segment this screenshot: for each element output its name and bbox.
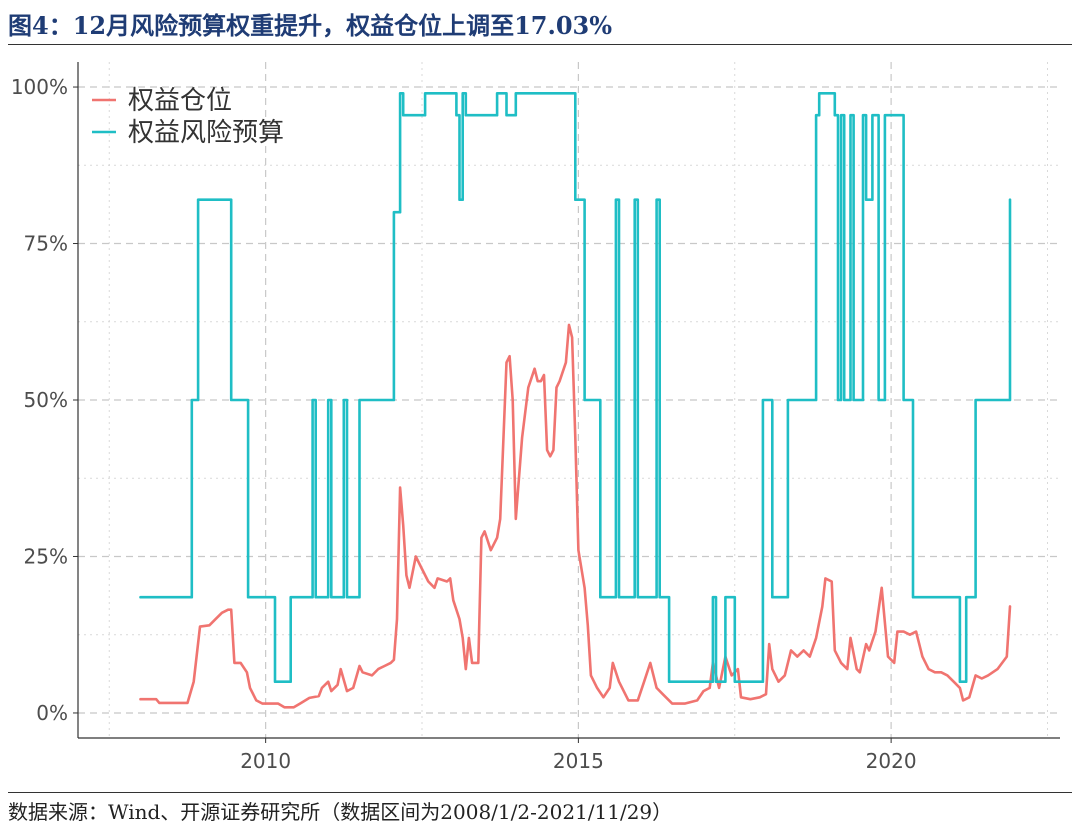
minor-gridlines	[78, 62, 1060, 738]
legend-label: 权益风险预算	[128, 118, 284, 148]
x-tick-label: 2010	[240, 749, 291, 773]
data-source-note: 数据来源：Wind、开源证券研究所（数据区间为2008/1/2-2021/11/…	[8, 800, 673, 824]
series-line-equity-position	[139, 323, 1012, 709]
y-tick-label: 25%	[24, 544, 68, 568]
y-tick-label: 100%	[11, 75, 68, 99]
footer-divider	[8, 792, 1072, 793]
x-tick-label: 2020	[866, 749, 917, 773]
major-gridlines	[78, 62, 1060, 738]
y-axis-ticks: 0% 25% 50% 75% 100%	[11, 75, 78, 725]
x-tick-label: 2015	[553, 749, 604, 773]
y-tick-label: 75%	[24, 232, 68, 256]
title-divider	[8, 44, 1072, 45]
x-axis-ticks: 2010 2015 2020	[240, 738, 917, 773]
y-tick-label: 0%	[36, 701, 68, 725]
legend-label: 权益仓位	[128, 86, 232, 116]
series-line-risk-budget	[139, 92, 1012, 683]
series-layer	[139, 92, 1012, 709]
y-tick-label: 50%	[24, 388, 68, 412]
chart-title: 图4：12月风险预算权重提升，权益仓位上调至17.03%	[8, 11, 613, 40]
